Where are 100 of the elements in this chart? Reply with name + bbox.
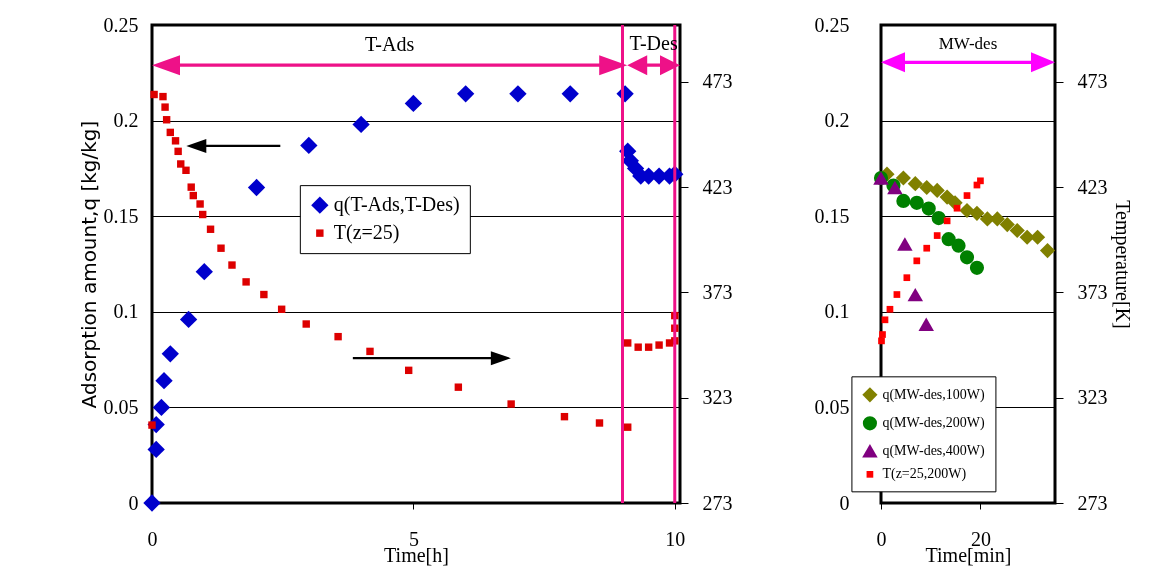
point xyxy=(953,204,961,212)
point xyxy=(159,92,167,101)
point xyxy=(941,232,956,247)
point xyxy=(939,189,955,205)
y2-tick-label: 473 xyxy=(1077,70,1108,93)
point xyxy=(561,85,579,103)
point xyxy=(595,419,604,427)
point xyxy=(179,310,198,329)
point xyxy=(929,182,945,198)
point xyxy=(195,262,213,281)
legend-label: q(T-Ads,T-Des) xyxy=(333,193,460,217)
point xyxy=(161,103,169,111)
point xyxy=(174,147,182,156)
point xyxy=(147,440,165,459)
point xyxy=(247,178,266,197)
point xyxy=(918,317,934,331)
x-tick-label: 10 xyxy=(665,527,686,550)
point xyxy=(152,398,171,417)
point xyxy=(943,217,951,225)
annotation: T-Ads xyxy=(364,33,415,56)
y-tick-label: 0.15 xyxy=(814,204,850,227)
legend-label: T(z=25,200W) xyxy=(882,466,967,483)
point xyxy=(624,423,632,431)
y-tick-label: 0.05 xyxy=(103,395,139,418)
legend-label: q(MW-des,100W) xyxy=(882,386,986,403)
point xyxy=(907,287,924,302)
point xyxy=(933,232,941,239)
point xyxy=(893,291,901,298)
y2-axis-title: Temperature[K] xyxy=(1110,200,1134,329)
point xyxy=(171,137,180,145)
y-tick-label: 0.2 xyxy=(824,109,850,132)
y-tick-label: 0 xyxy=(839,491,850,514)
point xyxy=(903,274,911,282)
point xyxy=(150,90,158,99)
y2-tick-label: 373 xyxy=(1077,280,1108,303)
point xyxy=(300,136,318,155)
y2-tick-label: 323 xyxy=(702,386,733,409)
y-tick-label: 0 xyxy=(128,491,139,514)
y2-tick-label: 423 xyxy=(702,175,733,198)
point xyxy=(1009,222,1025,239)
y-tick-label: 0.05 xyxy=(814,395,850,418)
point xyxy=(366,347,374,356)
y2-tick-label: 373 xyxy=(702,280,733,303)
y2-tick-label: 423 xyxy=(1077,175,1108,198)
point xyxy=(182,166,190,174)
point xyxy=(143,494,161,512)
y2-tick-label: 473 xyxy=(702,70,733,93)
point xyxy=(931,211,946,226)
point xyxy=(895,170,911,186)
y-tick-label: 0.2 xyxy=(113,109,139,132)
point xyxy=(161,345,179,363)
point xyxy=(454,383,463,391)
point xyxy=(217,244,225,252)
point xyxy=(655,341,663,349)
y-tick-label: 0.1 xyxy=(113,300,139,323)
legend-label: T(z=25) xyxy=(333,221,400,245)
y2-tick-label: 273 xyxy=(702,491,733,514)
point xyxy=(913,257,921,265)
point xyxy=(507,400,515,408)
point xyxy=(457,85,475,103)
point xyxy=(896,193,911,208)
point xyxy=(999,217,1015,233)
point xyxy=(886,305,894,313)
annotation: MW-des xyxy=(938,34,998,54)
point xyxy=(228,261,236,269)
point xyxy=(1039,243,1056,259)
point xyxy=(509,85,527,103)
point xyxy=(1030,229,1046,245)
point xyxy=(404,94,423,113)
point xyxy=(881,316,889,324)
point xyxy=(878,337,885,345)
point xyxy=(977,177,984,185)
y-axis-title: Adsorption amount,q [kg/kg] xyxy=(76,120,101,409)
point xyxy=(951,238,966,253)
point xyxy=(909,195,924,210)
point xyxy=(907,176,923,192)
y-tick-label: 0.25 xyxy=(103,13,139,36)
point xyxy=(919,179,935,196)
point xyxy=(624,339,632,347)
point xyxy=(187,183,195,191)
point xyxy=(969,205,985,221)
point xyxy=(959,250,975,265)
point xyxy=(644,343,653,351)
point xyxy=(969,260,985,275)
point xyxy=(959,202,975,219)
point xyxy=(923,244,931,252)
point xyxy=(334,332,342,341)
point xyxy=(260,290,268,299)
point xyxy=(155,371,173,390)
point xyxy=(921,201,936,216)
legend-label: q(MW-des,200W) xyxy=(882,415,986,432)
point xyxy=(242,278,250,286)
point xyxy=(352,115,370,134)
y-tick-label: 0.1 xyxy=(824,300,850,323)
y-tick-label: 0.15 xyxy=(103,204,139,227)
point xyxy=(196,200,204,208)
point xyxy=(897,237,913,251)
x-tick-label: 0 xyxy=(876,527,887,550)
y2-tick-label: 323 xyxy=(1077,386,1108,409)
point xyxy=(963,192,971,199)
